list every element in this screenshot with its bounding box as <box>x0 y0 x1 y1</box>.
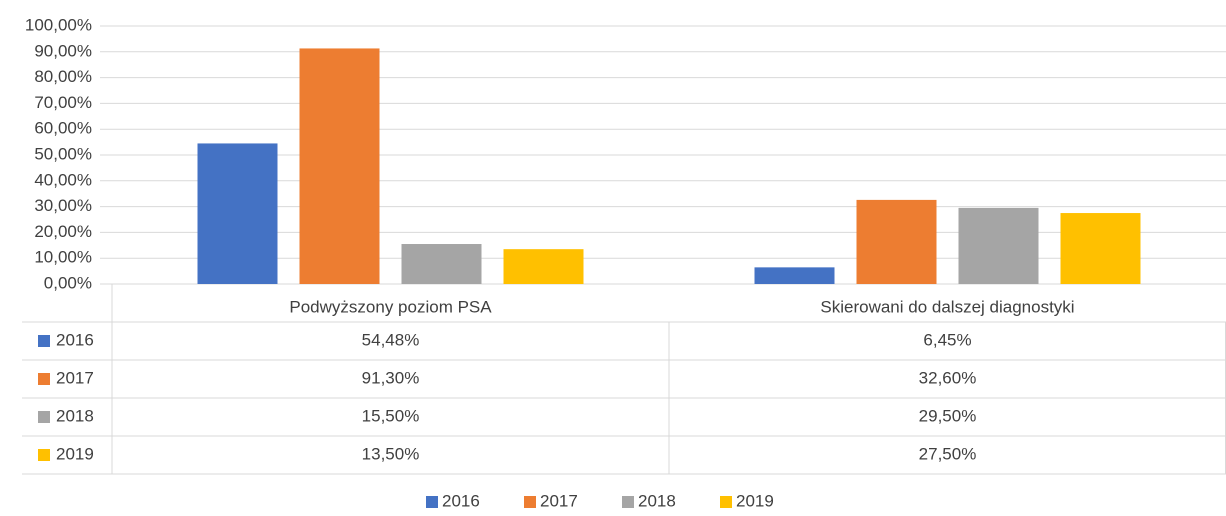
legend-label: 2019 <box>736 491 774 510</box>
category-label: Podwyższony poziom PSA <box>289 297 492 316</box>
y-tick-label: 40,00% <box>34 170 92 189</box>
table-value: 29,50% <box>919 406 977 425</box>
table-row-label: 2019 <box>56 444 94 463</box>
category-label: Skierowani do dalszej diagnostyki <box>820 297 1074 316</box>
table-legend-key <box>38 373 50 385</box>
table-value: 91,30% <box>362 368 420 387</box>
bar <box>299 48 380 284</box>
table-value: 13,50% <box>362 444 420 463</box>
bar <box>856 199 937 284</box>
legend-label: 2018 <box>638 491 676 510</box>
y-tick-label: 10,00% <box>34 248 92 267</box>
y-tick-label: 100,00% <box>25 15 92 34</box>
bar <box>958 207 1039 284</box>
legend-label: 2017 <box>540 491 578 510</box>
y-tick-label: 90,00% <box>34 41 92 60</box>
legend-key <box>524 496 536 508</box>
table-row-label: 2018 <box>56 406 94 425</box>
legend-key <box>622 496 634 508</box>
table-value: 15,50% <box>362 406 420 425</box>
bar <box>401 244 482 284</box>
y-tick-label: 30,00% <box>34 196 92 215</box>
bar <box>197 143 278 284</box>
table-value: 27,50% <box>919 444 977 463</box>
y-tick-label: 80,00% <box>34 67 92 86</box>
table-value: 32,60% <box>919 368 977 387</box>
table-value: 54,48% <box>362 330 420 349</box>
y-tick-label: 0,00% <box>44 273 92 292</box>
legend-key <box>426 496 438 508</box>
table-legend-key <box>38 449 50 461</box>
table-row-label: 2016 <box>56 330 94 349</box>
y-tick-label: 70,00% <box>34 93 92 112</box>
legend-label: 2016 <box>442 491 480 510</box>
table-legend-key <box>38 335 50 347</box>
table-value: 6,45% <box>923 330 971 349</box>
table-legend-key <box>38 411 50 423</box>
y-tick-label: 50,00% <box>34 144 92 163</box>
table-row-label: 2017 <box>56 368 94 387</box>
bar <box>1060 213 1141 284</box>
y-tick-label: 60,00% <box>34 119 92 138</box>
legend-key <box>720 496 732 508</box>
bar <box>503 249 584 284</box>
y-tick-label: 20,00% <box>34 222 92 241</box>
bar <box>754 267 835 284</box>
